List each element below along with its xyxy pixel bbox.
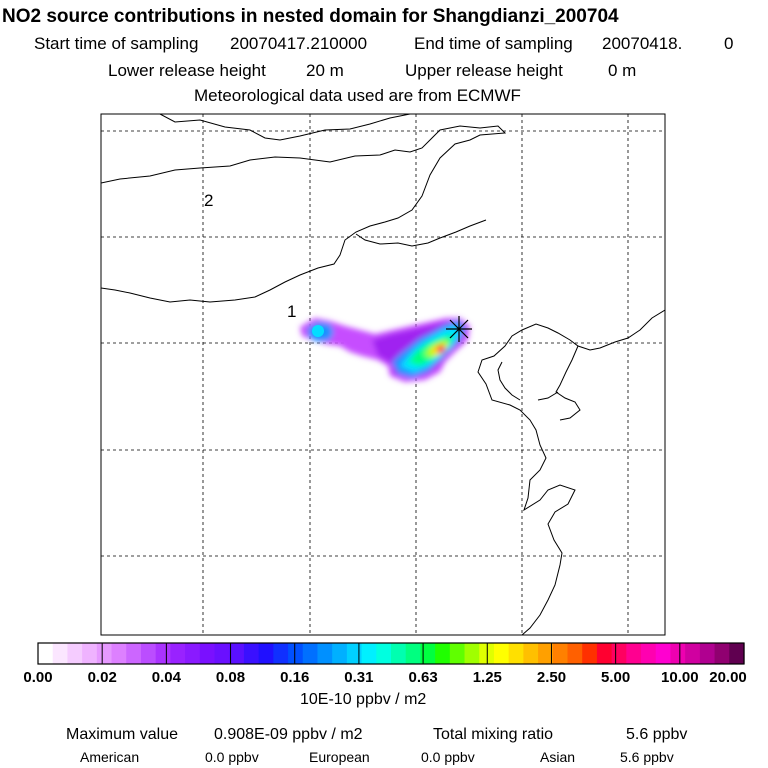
colorbar-cell	[361, 643, 377, 664]
colorbar-cell	[140, 643, 157, 664]
colorbar-cell	[523, 643, 539, 664]
colorbar-cell	[420, 643, 436, 664]
colorbar-cell	[699, 643, 716, 664]
receptor-site-marker	[446, 316, 472, 342]
colorbar-cell	[685, 643, 701, 664]
colorbar-cell	[288, 643, 304, 664]
secondary-hotspot	[312, 325, 324, 337]
colorbar-cell	[376, 643, 392, 664]
colorbar-tick-label: 20.00	[709, 669, 747, 686]
max-value: 0.908E-09 ppbv / m2	[214, 726, 363, 743]
start-time-value: 20070417.210000	[230, 34, 368, 53]
colorbar-tick-label: 0.04	[151, 669, 181, 686]
meteo-source: Meteorological data used are from ECMWF	[194, 86, 521, 105]
end-time-label: End time of sampling	[414, 34, 573, 53]
end-time-value: 20070418.	[602, 34, 683, 53]
colorbar-cell	[273, 643, 289, 664]
colorbar-cell	[229, 643, 245, 664]
colorbar-tick-label: 2.50	[536, 669, 567, 686]
colorbar-tick-label: 0.63	[408, 669, 438, 686]
colorbar-tick-label: 1.25	[472, 669, 502, 686]
colorbar-cell	[641, 643, 657, 664]
colorbar-cell	[258, 643, 274, 664]
lower-height-value: 20 m	[306, 61, 344, 80]
colorbar-cell	[464, 643, 480, 664]
colorbar-cell	[243, 643, 260, 664]
colorbar-cell	[611, 643, 627, 664]
colorbar-cell	[714, 643, 730, 664]
end-time-value-2: 0	[724, 34, 734, 53]
colorbar-cell	[729, 643, 745, 664]
max-value-label: Maximum value	[66, 726, 179, 743]
colorbar-cell	[111, 643, 127, 664]
colorbar-cell	[538, 643, 554, 664]
colorbar-cell	[391, 643, 407, 664]
colorbar-cell	[199, 643, 216, 664]
colorbar-cell	[582, 643, 598, 664]
colorbar-tick-label: 0.02	[87, 669, 117, 686]
colorbar-tick-label: 0.08	[215, 669, 246, 686]
colorbar-cell	[493, 643, 510, 664]
colorbar-cell	[596, 643, 613, 664]
colorbar-cell	[449, 643, 466, 664]
colorbar-tick-label: 0.31	[344, 669, 374, 686]
colorbar-cell	[126, 643, 142, 664]
european-value: 0.0 ppbv	[421, 749, 475, 765]
american-label: American	[80, 749, 140, 765]
colorbar-tick-label: 5.00	[600, 669, 631, 686]
total-mixing-value: 5.6 ppbv	[626, 726, 688, 743]
colorbar-tick-label: 0.00	[23, 669, 53, 686]
colorbar-cell	[670, 643, 686, 664]
colorbar-cell	[38, 643, 54, 664]
plume-level-5.00-10.00	[436, 344, 446, 354]
colorbar-cell	[405, 643, 422, 664]
colorbar-cell	[155, 643, 171, 664]
colorbar-cell	[508, 643, 524, 664]
asian-value: 5.6 ppbv	[620, 749, 674, 765]
colorbar-cell	[435, 643, 451, 664]
colorbar-cell	[552, 643, 569, 664]
colorbar-cell	[185, 643, 201, 664]
upper-height-value: 0 m	[608, 61, 637, 80]
european-label: European	[309, 749, 370, 765]
colorbar-tick-label: 10.00	[661, 669, 699, 686]
american-value: 0.0 ppbv	[205, 749, 259, 765]
lower-height-label: Lower release height	[108, 61, 266, 80]
start-time-label: Start time of sampling	[34, 34, 199, 53]
colorbar-cell	[655, 643, 672, 664]
colorbar-tick-label: 0.16	[280, 669, 310, 686]
colorbar-cell	[332, 643, 348, 664]
colorbar-cell	[170, 643, 186, 664]
colorbar-frame	[37, 642, 745, 665]
plume	[300, 318, 470, 382]
map-frame	[100, 113, 666, 636]
chart-title: NO2 source contributions in nested domai…	[2, 6, 619, 27]
colorbar-cell	[82, 643, 98, 664]
upper-height-label: Upper release height	[405, 61, 563, 80]
colorbar-cell	[214, 643, 230, 664]
colorbar-cell	[626, 643, 642, 664]
coastlines	[101, 114, 665, 635]
colorbar-cell	[302, 643, 319, 664]
marker-label-2: 2	[204, 191, 213, 210]
colorbar-cell	[317, 643, 333, 664]
colorbar-cell	[346, 643, 363, 664]
marker-label-1: 1	[287, 302, 296, 321]
colorbar-cell	[96, 643, 113, 664]
total-mixing-label: Total mixing ratio	[433, 726, 554, 743]
colorbar-cell	[67, 643, 83, 664]
colorbar-unit: 10E-10 ppbv / m2	[300, 691, 427, 708]
colorbar-cell	[52, 643, 69, 664]
colorbar-cell	[567, 643, 583, 664]
asian-label: Asian	[540, 749, 576, 765]
